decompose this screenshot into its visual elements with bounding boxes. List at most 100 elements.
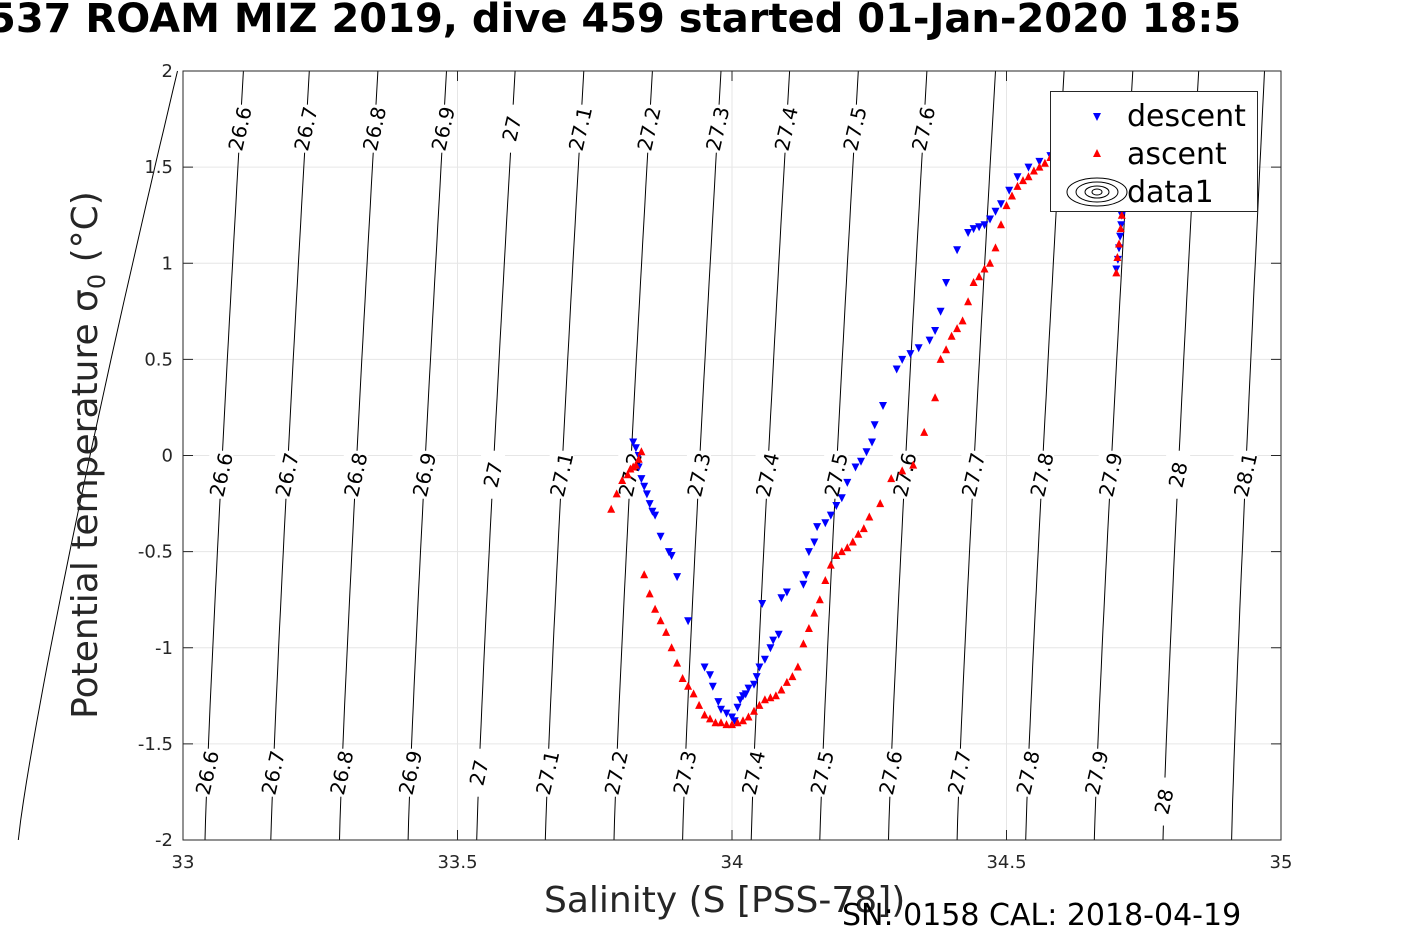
contour-label-bg — [1152, 777, 1177, 826]
legend-label-ascent: ascent — [1127, 137, 1227, 172]
contour-label-bg — [329, 748, 354, 797]
descent-point — [1005, 186, 1014, 195]
ascent-point — [667, 643, 676, 652]
descent-point — [892, 365, 901, 374]
contour-label-bg — [911, 104, 936, 153]
ascent-point — [1112, 268, 1121, 277]
ascent-point — [637, 447, 646, 456]
descent-point — [991, 207, 1000, 216]
descent-point — [637, 475, 646, 484]
ascent-point — [612, 489, 621, 498]
descent-point — [684, 617, 693, 626]
descent-point — [804, 548, 813, 557]
contour-label-bg — [568, 104, 593, 153]
legend-label-descent: descent — [1127, 99, 1246, 134]
ascent-point — [854, 529, 863, 538]
y-tick-label: 2 — [162, 61, 173, 82]
contour-label-bg — [431, 104, 456, 153]
ascent-point — [1115, 239, 1123, 248]
ascent-point — [750, 706, 758, 715]
descent-point — [651, 511, 660, 520]
descent-point — [631, 444, 640, 453]
y-tick-label: 1.5 — [144, 157, 173, 178]
descent-point — [774, 630, 783, 639]
density-contour-labels: 26.6 26.7 26.8 26.9 27 27.1 27.2 27.3 27.4 27.5 27… — [191, 104, 1262, 826]
contour-label-bg — [842, 104, 867, 153]
contour-label-bg — [961, 450, 986, 499]
contour-label-27: 27 — [464, 758, 493, 788]
ascent-point — [920, 427, 929, 436]
descent-point — [925, 336, 934, 345]
ascent-point — [936, 354, 945, 363]
ascent-point — [947, 331, 956, 340]
ascent-point — [645, 589, 654, 598]
contour-label-bg — [343, 450, 368, 499]
ascent-point — [640, 570, 649, 579]
ascent-point — [618, 476, 627, 484]
triangle-up-icon — [1093, 149, 1101, 157]
descent-point — [640, 482, 649, 491]
ascent-point — [1117, 210, 1126, 219]
descent-point — [744, 684, 753, 693]
descent-point — [1035, 157, 1044, 166]
descent-point — [717, 705, 725, 714]
contour-label-bg — [1233, 450, 1258, 499]
ascent-point — [607, 504, 616, 513]
descent-point — [1013, 173, 1022, 182]
contour-label-bg — [1084, 748, 1109, 797]
ascent-point — [656, 616, 665, 625]
descent-point — [931, 327, 940, 335]
descent-point — [750, 680, 758, 689]
contour-label-27: 27 — [478, 460, 507, 490]
descent-point — [730, 717, 739, 726]
y-tick-label: -1.5 — [138, 734, 173, 755]
axis-ticks: 33 33.5 34 34.5 35 -2 -1.5 -1 -0.5 0 0.5 1 1.5 2 — [138, 61, 1293, 873]
x-axis-label: Salinity (S [PSS-78]) — [544, 880, 906, 921]
serial-calibration-footer: SN: 0158 CAL: 2018-04-19 — [842, 898, 1242, 933]
contour-label-bg — [705, 104, 730, 153]
descent-point — [851, 463, 860, 472]
descent-point — [879, 402, 887, 410]
ascent-point — [706, 714, 714, 723]
descent-point — [942, 279, 951, 287]
contour-label-bg — [1030, 450, 1055, 499]
contour-label-bg — [947, 748, 972, 797]
ascent-point — [623, 470, 632, 479]
descent-point — [706, 671, 714, 680]
contour-label-bg — [499, 104, 524, 153]
legend-item-descent: descent — [1051, 98, 1257, 134]
y-axis-unit: (°C) — [64, 191, 106, 274]
descent-point — [802, 571, 811, 580]
descent-point — [906, 350, 915, 359]
descent-point — [752, 673, 761, 682]
contour-label-bg — [398, 748, 423, 797]
isopycnal-26.5 — [17, 70, 178, 841]
descent-point — [656, 532, 665, 541]
ascent-point — [793, 662, 802, 671]
contour-label-bg — [1098, 450, 1123, 499]
contour-label-28: 28 — [1164, 460, 1193, 490]
contour-icon — [1066, 177, 1128, 207]
ascent-point — [964, 297, 973, 306]
contour-label-bg — [774, 104, 799, 153]
contour-label-bg — [1166, 450, 1191, 499]
ascent-point — [755, 700, 764, 709]
descent-point — [673, 573, 682, 582]
ascent-point — [942, 345, 951, 354]
x-tick-label: 35 — [1270, 852, 1293, 873]
ascent-point — [848, 537, 857, 546]
descent-point — [837, 494, 846, 503]
ascent-point — [673, 658, 682, 667]
ascent-point — [1035, 162, 1044, 171]
sigma-symbol: σ — [64, 289, 106, 312]
descent-point — [1024, 163, 1033, 172]
y-axis-label: Potential temperature σ0 (°C) — [65, 191, 111, 719]
descent-point — [777, 594, 786, 603]
y-tick-label: 1 — [162, 253, 173, 274]
contour-label-27: 27 — [497, 114, 526, 144]
ascent-point — [810, 608, 819, 617]
descent-point — [810, 538, 819, 547]
y-tick-label: -1 — [155, 638, 173, 659]
ascent-point — [744, 712, 753, 721]
ascent-point — [815, 595, 824, 604]
